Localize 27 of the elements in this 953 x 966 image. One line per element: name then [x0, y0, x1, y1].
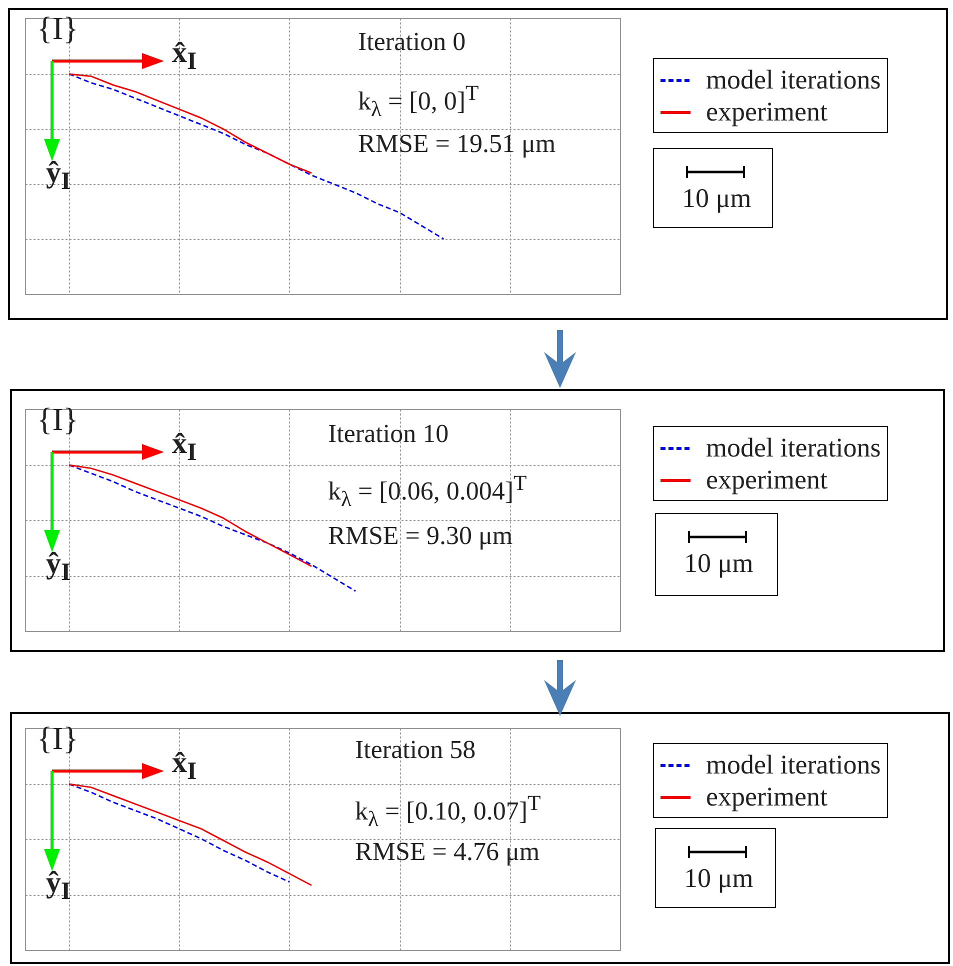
- legend-label: model iterations: [706, 64, 881, 94]
- annotation: RMSE = 4.76 μm: [355, 837, 540, 866]
- annotation: x̂$_{I}$: [172, 36, 197, 75]
- text: 10 μm: [684, 548, 754, 578]
- text: 10 μm: [684, 863, 754, 893]
- annotation: k$_{λ}$ = [0, 0]$^{T}$: [358, 81, 479, 121]
- legend-label: experiment: [706, 782, 828, 812]
- annotation: x̂$_{I}$: [172, 427, 197, 466]
- annotation: k$_{λ}$ = [0.10, 0.07]$^{T}$: [355, 791, 541, 831]
- annotation: k$_{λ}$ = [0.06, 0.004]$^{T}$: [328, 471, 527, 511]
- text: {I}: [37, 10, 78, 46]
- annotation: ŷ$_{I}$: [46, 866, 71, 905]
- legend-label: model iterations: [706, 432, 881, 462]
- text: {I}: [37, 401, 78, 437]
- text: {I}: [37, 720, 78, 756]
- annotation: RMSE = 9.30 μm: [328, 521, 513, 550]
- text: Iteration 0: [358, 27, 466, 56]
- annotation: ŷ$_{I}$: [46, 156, 71, 195]
- text: 10 μm: [682, 183, 752, 213]
- annotation: RMSE = 19.51 μm: [358, 129, 556, 158]
- legend-label: experiment: [706, 96, 828, 126]
- text: Iteration 58: [355, 735, 476, 764]
- annotation: ŷ$_{I}$: [46, 547, 71, 586]
- annotation: x̂$_{I}$: [172, 746, 197, 785]
- text: Iteration 10: [328, 419, 449, 448]
- legend-label: model iterations: [706, 750, 881, 780]
- legend-label: experiment: [706, 464, 828, 494]
